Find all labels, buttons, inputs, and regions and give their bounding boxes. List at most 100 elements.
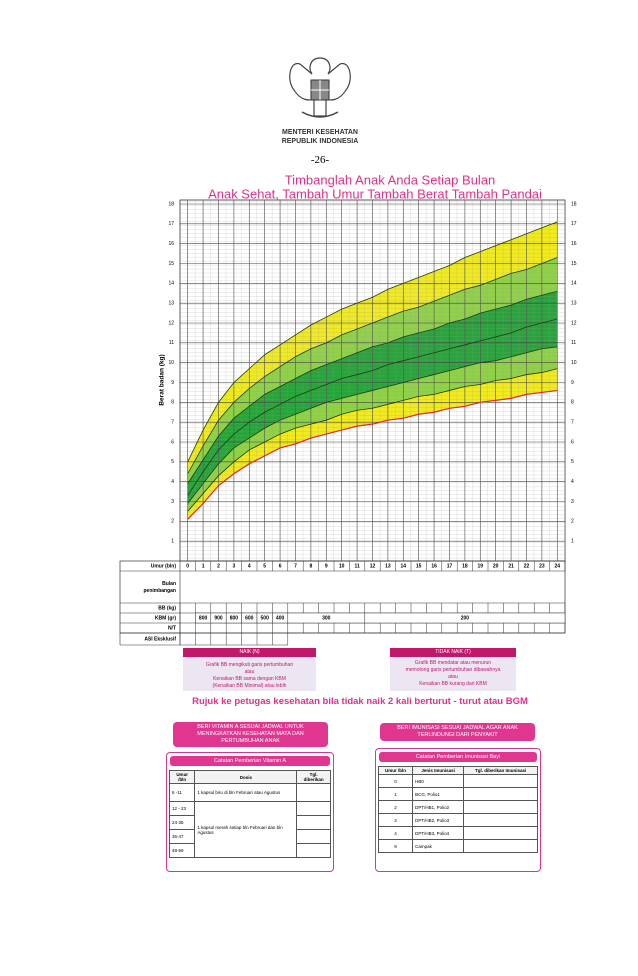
cell: 24-35 — [168, 815, 196, 830]
y-tick-label: 5 — [571, 459, 574, 465]
kbm-value: 800 — [230, 615, 239, 621]
note-line: Kenaikan BB kurang dari KBM — [419, 681, 487, 687]
x-tick-label: 14 — [401, 563, 407, 569]
header-cell: Umur /bln — [168, 770, 196, 784]
row-label: KBM (gr) — [155, 615, 176, 621]
status-note: Grafik BB mendatar atau menurun memotong… — [390, 657, 516, 691]
kbm-value: 200 — [461, 615, 470, 621]
x-tick-label: 5 — [263, 563, 266, 569]
y-tick-label: 15 — [571, 261, 577, 267]
y-tick-label: 10 — [168, 360, 174, 366]
x-axis-label: Umur (bln) — [151, 563, 177, 569]
ministry-line: MENTERI KESEHATAN — [282, 129, 358, 136]
y-tick-label: 3 — [571, 499, 574, 505]
cell: 12 - 23 — [168, 801, 196, 816]
y-tick-label: 5 — [171, 459, 174, 465]
x-tick-label: 0 — [186, 563, 189, 569]
row-label: BB (kg) — [158, 605, 176, 611]
vitamin-caption: BERI VITAMIN A SESUAI JADWAL UNTUK MENIN… — [173, 722, 328, 747]
x-tick-label: 16 — [431, 563, 437, 569]
y-tick-label: 6 — [571, 439, 574, 445]
row-label: Bulan penimbangan — [143, 581, 176, 594]
cell: 1 — [377, 787, 414, 801]
cell: BCG, Polio1 — [412, 787, 465, 801]
note-line: atau — [448, 674, 458, 680]
x-tick-label: 24 — [555, 563, 561, 569]
y-tick-label: 11 — [571, 340, 576, 346]
y-tick-label: 12 — [571, 320, 577, 326]
cell: 2 — [377, 800, 414, 814]
x-tick-label: 22 — [524, 563, 530, 569]
row-label: ASI Eksklusif — [144, 636, 176, 642]
header-cell: Jenis Imunisasi — [412, 766, 465, 775]
cell: 6 -11 — [168, 783, 196, 802]
cell: DPT/HB3, Polio4 — [412, 826, 465, 840]
curve — [187, 257, 558, 474]
cell: 0 — [377, 774, 414, 788]
y-tick-label: 7 — [571, 419, 574, 425]
y-tick-label: 13 — [168, 300, 174, 306]
status-title: NAIK (N) — [183, 648, 316, 657]
y-tick-label: 15 — [168, 261, 174, 267]
y-tick-label: 17 — [168, 221, 174, 227]
y-tick-label: 10 — [571, 360, 577, 366]
y-tick-label: 14 — [168, 281, 174, 287]
curve — [187, 221, 558, 463]
curve — [187, 368, 558, 512]
card-title: Catatan Pemberian Imunisasi Bayi — [379, 752, 537, 762]
kbm-value: 300 — [322, 615, 331, 621]
y-tick-label: 13 — [571, 300, 577, 306]
note-line: Grafik BB mengikuti garis pertumbuhan — [205, 662, 294, 668]
immunization-table: Umur /bln Jenis Imunisasi Tgl. diberikan I… — [377, 766, 538, 853]
x-tick-label: 8 — [310, 563, 313, 569]
y-tick-label: 2 — [571, 519, 574, 525]
x-tick-label: 23 — [539, 563, 545, 569]
ministry-line: REPUBLIK INDONESIA — [281, 138, 359, 145]
curve — [187, 318, 558, 496]
x-tick-label: 15 — [416, 563, 422, 569]
cell: HB0 — [412, 774, 465, 788]
x-tick-label: 21 — [508, 563, 514, 569]
cell: 4 — [377, 826, 414, 840]
y-tick-label: 3 — [171, 499, 174, 505]
cell: 1 kapsul merah setiap bln Februari dan b… — [194, 801, 298, 858]
immunization-card: Catatan Pemberian Imunisasi Bayi Umur /b… — [375, 748, 541, 872]
card-title: Catatan Pemberian Vitamin A — [170, 756, 330, 766]
kbm-value: 400 — [276, 615, 285, 621]
x-tick-label: 7 — [294, 563, 297, 569]
x-tick-label: 13 — [385, 563, 391, 569]
cell: 36-47 — [168, 829, 196, 844]
x-tick-label: 10 — [339, 563, 345, 569]
row-label: N/T — [168, 625, 176, 631]
cell: 1 kapsul biru di bln Februari atau Agust… — [194, 783, 298, 802]
y-tick-label: 1 — [571, 538, 574, 544]
cell: 3 — [377, 813, 414, 827]
y-tick-label: 11 — [169, 340, 174, 346]
cell: DPT/HB2, Polio3 — [412, 813, 465, 827]
note-line: atau — [244, 669, 255, 675]
x-tick-label: 12 — [370, 563, 376, 569]
kbm-value: 900 — [214, 615, 223, 621]
note-line: (Kenaikan BB Minimal) atau lebih — [212, 683, 287, 689]
y-tick-label: 9 — [171, 380, 174, 386]
growth-chart: Timbanglah Anak Anda Setiap Bulan Anak S… — [119, 172, 577, 646]
curve — [187, 346, 558, 504]
y-tick-label: 18 — [168, 201, 174, 207]
immunization-caption: BERI IMUNISASI SESUAI JADWAL AGAR ANAK T… — [380, 723, 535, 741]
y-tick-label: 16 — [571, 241, 577, 247]
y-axis-label: Berat badan (kg) — [159, 354, 166, 405]
curve — [187, 389, 558, 520]
x-tick-label: 4 — [248, 563, 251, 569]
vitamin-table: Umur /bln Dosis Tgl. diberikan 6 -11 1 kaps… — [168, 770, 331, 858]
cell: Campak — [412, 839, 465, 853]
header-cell: Tgl. diberikan — [296, 770, 331, 784]
x-tick-label: 6 — [279, 563, 282, 569]
header-cell: Umur /bln — [377, 766, 414, 775]
y-tick-label: 12 — [168, 320, 174, 326]
y-tick-label: 4 — [171, 479, 174, 485]
y-tick-label: 4 — [571, 479, 574, 485]
status-title: TIDAK NAIK (T) — [390, 648, 516, 657]
y-tick-label: 18 — [571, 201, 577, 207]
page-number: -26- — [310, 154, 330, 166]
